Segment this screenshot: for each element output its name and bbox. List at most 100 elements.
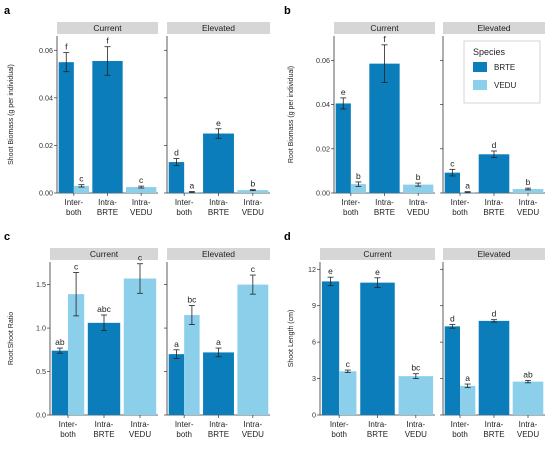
y-tick-label: 0 <box>312 411 316 420</box>
significance-letter: a <box>174 339 179 349</box>
bar-brte <box>360 282 395 415</box>
facet-strip-label: Elevated <box>202 23 235 33</box>
significance-letter: f <box>106 36 109 46</box>
x-tick-label: VEDU <box>517 208 539 217</box>
significance-letter: abc <box>97 304 111 314</box>
x-tick-label: BRTE <box>483 430 504 439</box>
bar-vedu <box>460 385 476 415</box>
significance-letter: f <box>65 42 68 52</box>
bar-brte <box>168 354 185 415</box>
significance-letter: e <box>216 118 221 128</box>
facet-strip-label: Current <box>363 249 392 259</box>
bar-vedu <box>126 187 157 193</box>
facet-strip <box>334 22 435 34</box>
significance-letter: b <box>416 172 421 182</box>
bar-brte <box>92 60 123 194</box>
significance-letter: c <box>346 359 351 369</box>
bar-vedu <box>68 294 85 415</box>
bar-vedu <box>237 190 269 193</box>
significance-letter: a <box>465 181 470 191</box>
x-tick-label: VEDU <box>242 208 264 217</box>
significance-letter: c <box>251 264 256 274</box>
x-tick-label: Intra- <box>375 198 394 207</box>
x-tick-label: Intra- <box>406 420 425 429</box>
bar-brte <box>335 103 351 193</box>
y-tick-label: 0.00 <box>39 189 53 198</box>
x-tick-label: Inter- <box>341 198 360 207</box>
x-tick-label: BRTE <box>374 208 395 217</box>
y-tick-label: 0.00 <box>316 189 330 198</box>
x-tick-label: both <box>176 208 192 217</box>
x-tick-label: Intra- <box>243 420 262 429</box>
y-axis-title: Shoot Biomass (g per individual) <box>8 64 15 165</box>
significance-letter: c <box>138 253 143 263</box>
facet-strip <box>443 248 545 260</box>
bar-vedu <box>184 315 200 415</box>
y-tick-label: 0.5 <box>36 367 46 376</box>
legend: Species BRTE VEDU <box>463 40 541 104</box>
panel-label: b <box>284 5 291 17</box>
significance-letter: e <box>341 87 346 97</box>
legend-label-brte: BRTE <box>494 63 515 72</box>
bar-vedu <box>350 184 366 193</box>
facet-current: CurrentInter-bothfcIntra-BRTEfIntra-VEDU… <box>54 22 158 217</box>
y-tick-label: 12 <box>308 265 316 274</box>
x-tick-label: Inter- <box>175 198 194 207</box>
x-tick-label: Intra- <box>519 420 538 429</box>
x-tick-label: Intra- <box>98 198 117 207</box>
facet-strip <box>57 22 158 34</box>
x-tick-label: both <box>343 208 359 217</box>
facet-strip-label: Current <box>93 23 122 33</box>
x-tick-label: BRTE <box>93 430 114 439</box>
facet-strip-label: Current <box>370 23 399 33</box>
x-tick-label: Intra- <box>209 420 228 429</box>
bar-vedu <box>73 185 89 193</box>
bar-vedu <box>237 284 269 415</box>
bar-vedu <box>403 184 434 193</box>
y-tick-label: 0.02 <box>316 144 330 153</box>
x-tick-label: BRTE <box>97 208 118 217</box>
x-tick-label: Intra- <box>368 420 387 429</box>
significance-letter: f <box>383 34 386 44</box>
x-tick-label: VEDU <box>407 208 429 217</box>
x-tick-label: both <box>60 430 76 439</box>
significance-letter: c <box>79 174 84 184</box>
facet-strip-label: Elevated <box>477 23 510 33</box>
significance-letter: bc <box>411 363 421 373</box>
bar-brte <box>369 63 400 194</box>
panel-label: c <box>4 231 10 243</box>
bar-brte <box>203 352 234 415</box>
facet-current: CurrentInter-bothebIntra-BRTEfIntra-VEDU… <box>331 22 435 217</box>
facet-strip-label: Elevated <box>202 249 235 259</box>
facet-strip-label: Current <box>90 249 119 259</box>
x-tick-label: Intra- <box>409 198 428 207</box>
facet-strip <box>443 22 545 34</box>
significance-letter: c <box>139 175 144 185</box>
bar-brte <box>58 62 74 193</box>
x-tick-label: both <box>452 208 468 217</box>
x-tick-label: Intra- <box>485 198 504 207</box>
x-tick-label: Inter- <box>64 198 83 207</box>
significance-letter: c <box>450 158 455 168</box>
y-tick-label: 3 <box>312 374 316 383</box>
x-tick-label: Inter- <box>451 420 470 429</box>
bar-brte <box>87 322 121 415</box>
legend-label-vedu: VEDU <box>494 81 516 90</box>
significance-letter: c <box>74 261 79 271</box>
panel-a: a Shoot Biomass (g per individual) 0.00 0.0… <box>4 5 270 217</box>
x-tick-label: both <box>452 430 468 439</box>
x-tick-label: VEDU <box>517 430 539 439</box>
x-tick-label: both <box>331 430 347 439</box>
significance-letter: b <box>356 171 361 181</box>
y-tick-label: 0.06 <box>39 46 53 55</box>
bar-brte <box>203 133 234 193</box>
significance-letter: ab <box>55 337 65 347</box>
facet-elevated: ElevatedInter-bothcaIntra-BRTEdIntra-VED… <box>440 22 545 217</box>
panel-d: d Shoot Length (cm) 0 3 6 9 12 Current Inter-bot… <box>284 231 545 439</box>
panel-c: c Root:Shoot Ratio 0.0 0.5 1.0 1.5 Current Inte… <box>4 231 270 439</box>
x-tick-label: Intra- <box>519 198 538 207</box>
facet-elevated: ElevatedInter-bothdaIntra-BRTEeIntra-VED… <box>164 22 270 217</box>
x-tick-label: VEDU <box>242 430 264 439</box>
x-tick-label: BRTE <box>208 430 229 439</box>
x-tick-label: Intra- <box>132 198 151 207</box>
